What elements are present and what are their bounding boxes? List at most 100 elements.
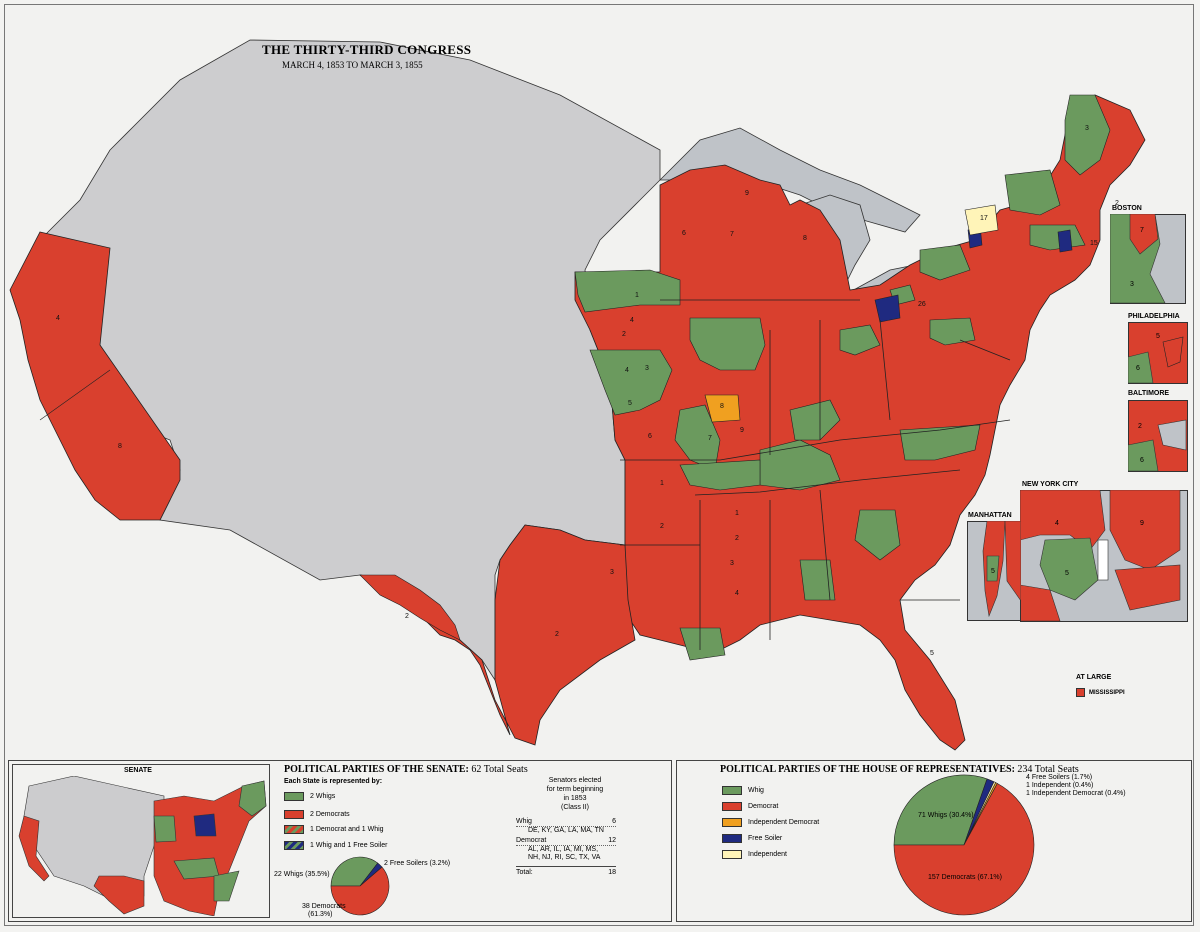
senate-map-label: SENATE (124, 767, 152, 774)
pie-slice-democrats (893, 783, 1035, 916)
senate-total: 62 Total Seats (471, 764, 528, 775)
total-row-label: Total: (516, 869, 533, 876)
district-label: 3 (730, 560, 734, 567)
inset-new-york-city: 4 5 9 (1020, 490, 1188, 622)
independent-democrat-district (704, 394, 741, 423)
pie-slice-democrats (330, 866, 390, 916)
inset-label-boston: BOSTON (1112, 205, 1142, 212)
house-legend-item: Independent Democrat (722, 818, 819, 827)
house-pie-label-freesoilers: 4 Free Soilers (1.7%) (1026, 774, 1093, 781)
district-label: 5 (628, 400, 632, 407)
legend-swatch-whig-freesoil (284, 841, 304, 850)
house-pie-label-whigs: 71 Whigs (30.4%) (918, 812, 974, 819)
senate-legend-label: 2 Whigs (310, 793, 336, 800)
inset-philadelphia: 5 6 (1128, 322, 1188, 384)
district-label: 5 (1156, 333, 1160, 340)
heading-line: (Class II) (561, 804, 589, 811)
democrat-states: AL, AR, IL, IA, MI, MS, (528, 846, 599, 853)
inset-manhattan: 5 (967, 521, 1021, 621)
at-large-swatch (1076, 688, 1085, 697)
house-legend-item: Whig (722, 786, 764, 795)
map-subtitle: MARCH 4, 1853 TO MARCH 3, 1855 (282, 60, 423, 70)
district-label: 6 (648, 433, 652, 440)
district-label: 15 (1090, 240, 1098, 247)
district-label: 8 (803, 235, 807, 242)
democrat-row: Democrat 12 (516, 837, 616, 846)
independent-district (964, 204, 999, 236)
heading-line: in 1853 (563, 795, 587, 802)
district-label: 2 (622, 331, 626, 338)
senate-legend-heading: Each State is represented by: (284, 778, 383, 785)
district-label: 17 (980, 215, 988, 222)
district-label: 5 (930, 650, 934, 657)
democrat-row-count: 12 (608, 837, 616, 844)
senate-map (18, 776, 267, 916)
house-total: 234 Total Seats (1017, 764, 1079, 775)
district-label: 9 (740, 427, 744, 434)
senate-pie-chart (330, 856, 390, 916)
senate-pie-label-freesoilers: 2 Free Soilers (3.2%) (384, 860, 451, 867)
house-legend-label: Democrat (748, 803, 779, 810)
senators-elected-table: Whig 6 DE, KY, GA, LA, MA, TN Democrat 1… (516, 818, 616, 877)
district-label: 1 (660, 480, 664, 487)
district-label: 2 (1138, 423, 1142, 430)
district-label: 3 (1085, 125, 1089, 132)
at-large-entry: MISSISSIPPI (1076, 688, 1125, 697)
legend-swatch-independent-democrat (722, 818, 742, 827)
district-label: 5 (1065, 570, 1069, 577)
legend-swatch-democrats (284, 810, 304, 819)
senate-legend-item: 2 Democrats (284, 810, 350, 819)
district-label: 9 (745, 190, 749, 197)
district-label: 6 (1140, 457, 1144, 464)
legend-swatch-independent (722, 850, 742, 859)
democrat-row-label: Democrat (516, 837, 547, 844)
senate-legend-label: 1 Whig and 1 Free Soiler (310, 842, 388, 849)
house-pie-label-independent-democrat: 1 Independent Democrat (0.4%) (1026, 790, 1126, 797)
house-legend-label: Free Soiler (748, 835, 783, 842)
inset-boston: 7 3 (1110, 214, 1186, 304)
state-california (9, 231, 181, 521)
district-label: 3 (645, 365, 649, 372)
state-borders (620, 299, 1011, 650)
legend-swatch-whig (722, 786, 742, 795)
house-legend-item: Democrat (722, 802, 778, 811)
pie-slice-whigs (893, 774, 988, 846)
legend-swatch-free-soiler (722, 834, 742, 843)
heading-line: Senators elected (548, 777, 602, 784)
house-pie-label-democrats: 157 Democrats (67.1%) (928, 874, 1002, 881)
at-large-heading: AT LARGE (1076, 674, 1112, 681)
whig-row-count: 6 (612, 818, 616, 825)
house-legend-label: Independent (748, 851, 787, 858)
inset-label-manhattan: MANHATTAN (968, 512, 1012, 519)
whig-states: DE, KY, GA, LA, MA, TN (528, 827, 604, 834)
district-label: 7 (708, 435, 712, 442)
district-label: 5 (991, 568, 995, 575)
senate-legend-item: 2 Whigs (284, 792, 335, 801)
house-title: POLITICAL PARTIES OF THE HOUSE OF REPRES… (720, 764, 1079, 775)
district-label: 4 (625, 367, 629, 374)
house-legend-item: Independent (722, 850, 787, 859)
senate-title-text: POLITICAL PARTIES OF THE SENATE: (284, 764, 469, 775)
district-label: 6 (682, 230, 686, 237)
pie-slice-whigs (330, 856, 379, 887)
senate-pie-label-democrats-pct: (61.3%) (308, 911, 333, 918)
senate-title: POLITICAL PARTIES OF THE SENATE: 62 Tota… (284, 764, 528, 775)
at-large-label: MISSISSIPPI (1089, 689, 1125, 696)
district-label: 4 (56, 315, 60, 322)
senate-legend-item: 1 Whig and 1 Free Soiler (284, 841, 387, 850)
district-label: 1 (635, 292, 639, 299)
district-label: 9 (1140, 520, 1144, 527)
house-legend-label: Independent Democrat (748, 819, 820, 826)
map-title: THE THIRTY-THIRD CONGRESS (262, 42, 472, 57)
district-label: 8 (118, 443, 122, 450)
free-soiler-districts (874, 224, 1073, 323)
inset-label-philadelphia: PHILADELPHIA (1128, 313, 1180, 320)
senators-elected-heading: Senators elected for term beginning in 1… (540, 776, 610, 812)
district-label: 2 (1115, 200, 1119, 207)
inset-baltimore: 2 6 (1128, 400, 1188, 472)
whig-row-label: Whig (516, 818, 532, 825)
senate-legend-label: 1 Democrat and 1 Whig (310, 826, 384, 833)
legend-swatch-democrat (722, 802, 742, 811)
district-label: 3 (610, 569, 614, 576)
house-pie-label-independent: 1 Independent (0.4%) (1026, 782, 1094, 789)
